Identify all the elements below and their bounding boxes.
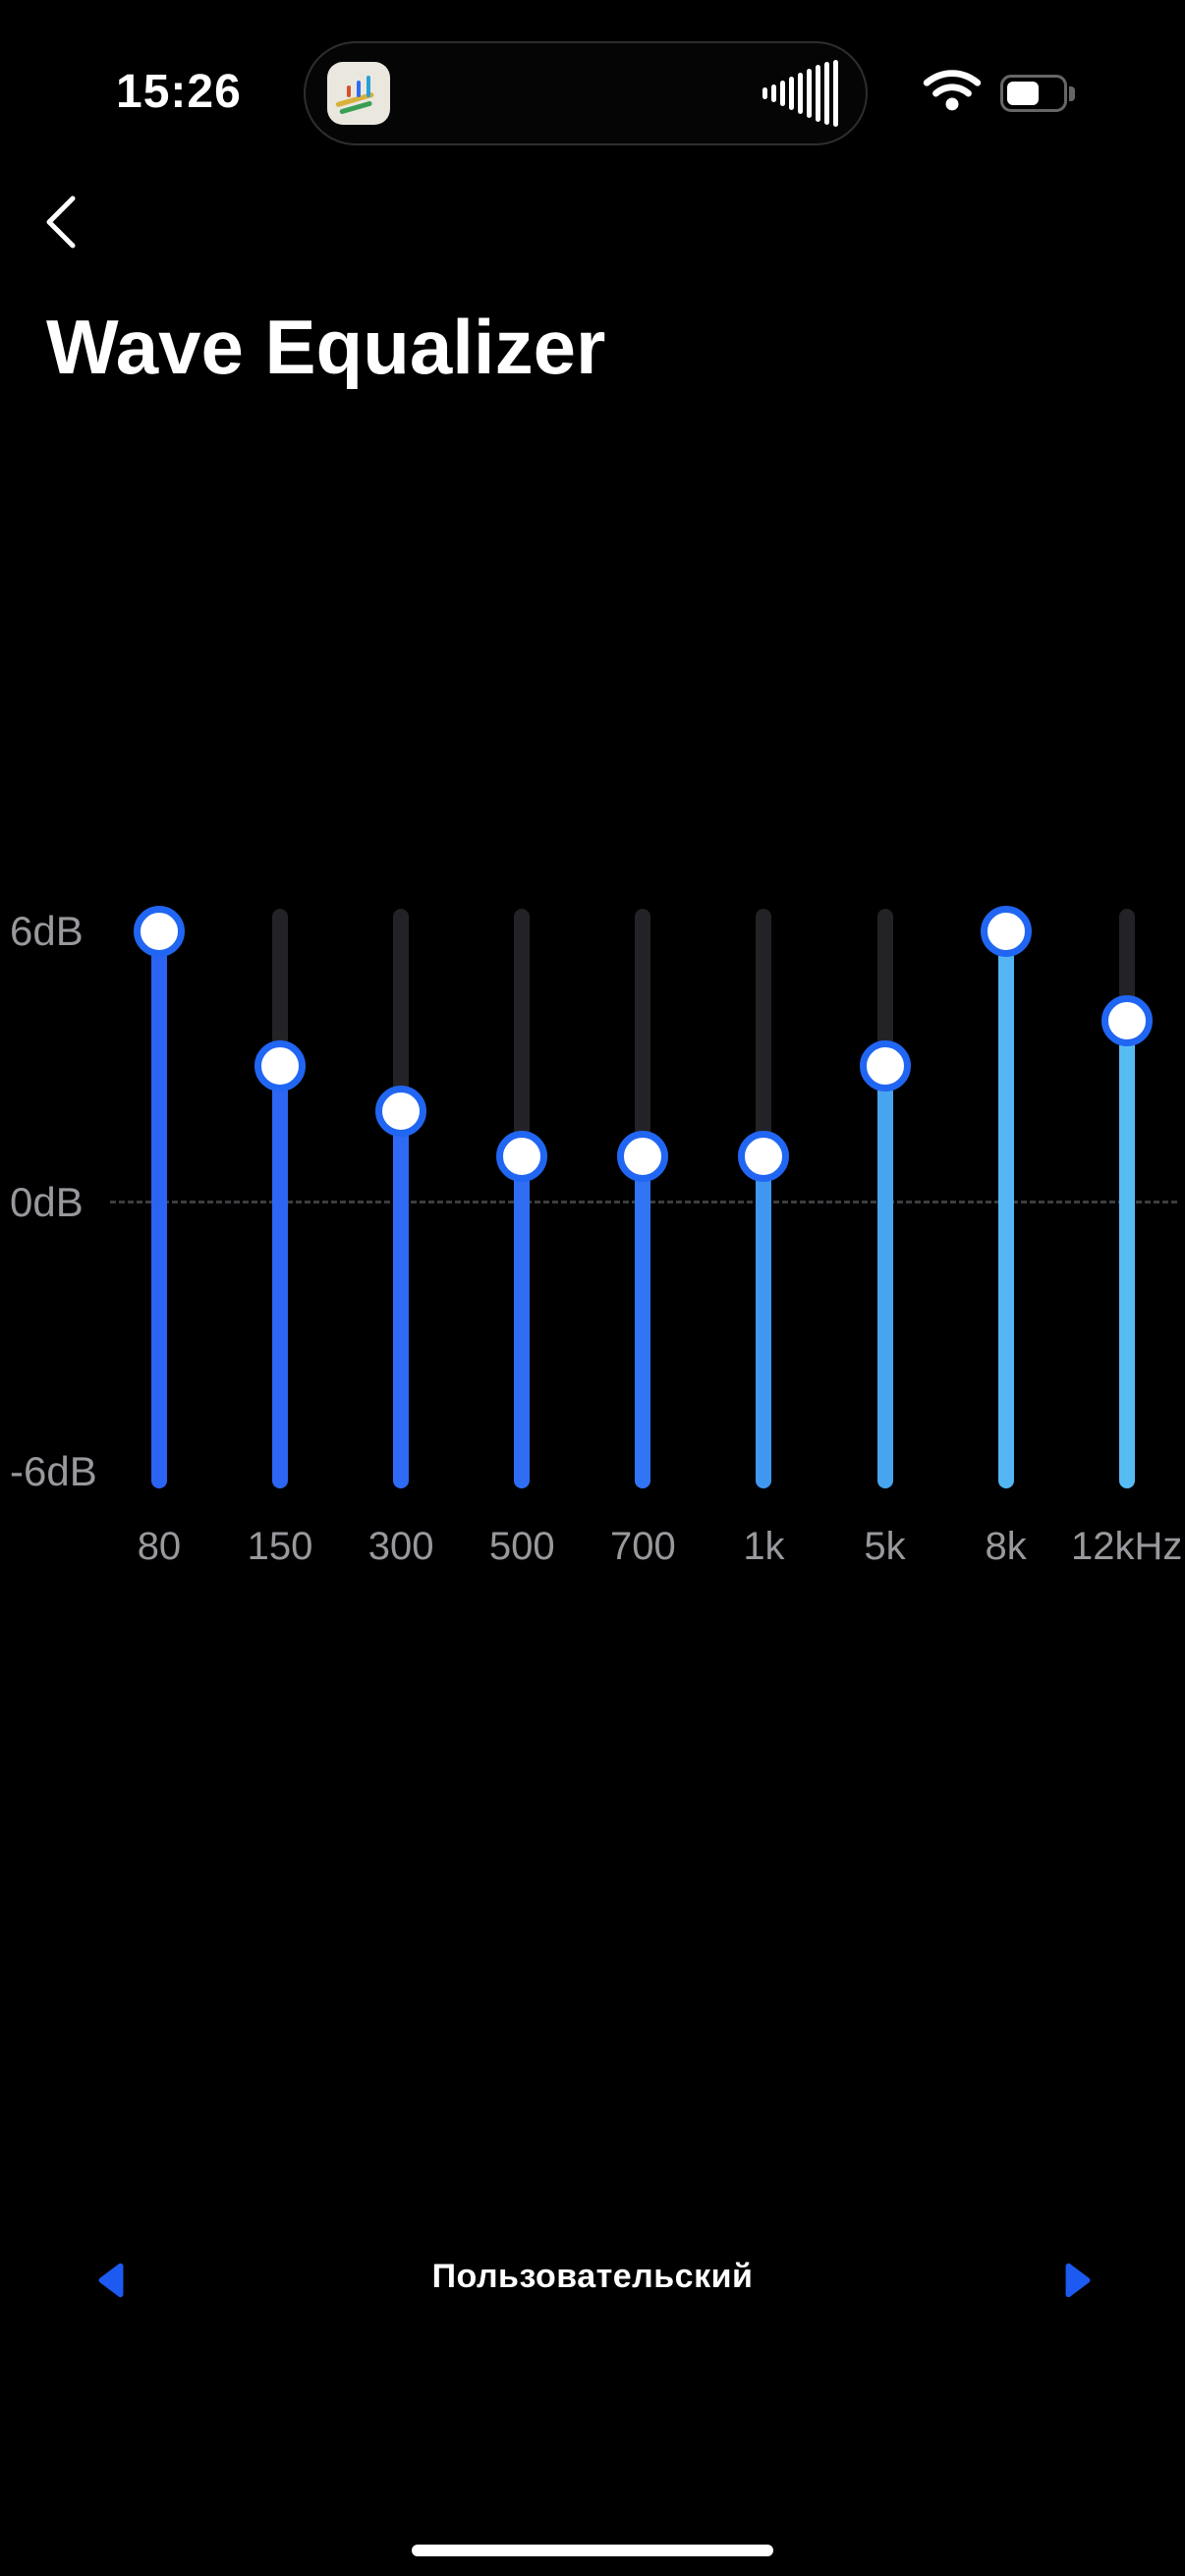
eq-band-500: 500 bbox=[462, 884, 583, 1631]
equalizer-app-icon bbox=[327, 62, 390, 125]
eq-band-150: 150 bbox=[220, 884, 341, 1631]
eq-band-12kHz: 12kHz bbox=[1066, 884, 1185, 1631]
eq-knob[interactable] bbox=[980, 905, 1032, 957]
eq-knob[interactable] bbox=[254, 1040, 307, 1092]
home-indicator[interactable] bbox=[412, 2545, 773, 2556]
db-label-max: 6dB bbox=[10, 908, 84, 954]
eq-fill bbox=[1118, 1021, 1135, 1488]
page-title: Wave Equalizer bbox=[46, 304, 606, 390]
eq-freq-label: 8k bbox=[985, 1525, 1027, 1568]
chevron-left-icon bbox=[46, 196, 76, 249]
eq-fill bbox=[756, 1155, 772, 1488]
status-time: 15:26 bbox=[116, 66, 242, 118]
eq-fill bbox=[272, 1066, 289, 1488]
eq-fill bbox=[393, 1111, 410, 1488]
eq-knob[interactable] bbox=[133, 905, 185, 957]
eq-freq-label: 5k bbox=[864, 1525, 906, 1568]
audio-activity-bars-icon bbox=[762, 60, 838, 127]
previous-preset-button[interactable] bbox=[88, 2258, 134, 2303]
battery-body bbox=[1000, 75, 1067, 112]
eq-knob[interactable] bbox=[738, 1130, 790, 1182]
preset-selector: Пользовательский bbox=[0, 2252, 1185, 2311]
triangle-left-icon bbox=[98, 2263, 124, 2298]
equalizer-panel: 6dB 0dB -6dB 80 150 300 500 700 1k 5k 8k 12kHz bbox=[0, 884, 1185, 1631]
eq-freq-label: 700 bbox=[609, 1525, 676, 1568]
eq-freq-label: 1k bbox=[743, 1525, 785, 1568]
eq-knob[interactable] bbox=[1100, 995, 1153, 1047]
back-button[interactable] bbox=[39, 193, 108, 267]
triangle-right-icon bbox=[1065, 2263, 1091, 2298]
eq-fill bbox=[150, 930, 167, 1488]
eq-fill bbox=[876, 1066, 893, 1488]
next-preset-button[interactable] bbox=[1055, 2258, 1100, 2303]
eq-freq-label: 150 bbox=[247, 1525, 313, 1568]
eq-band-1k: 1k bbox=[704, 884, 824, 1631]
eq-fill bbox=[635, 1155, 651, 1488]
eq-freq-label: 300 bbox=[367, 1525, 434, 1568]
battery-icon bbox=[1000, 75, 1075, 112]
eq-knob[interactable] bbox=[375, 1086, 427, 1137]
eq-fill bbox=[997, 930, 1014, 1488]
wifi-icon bbox=[922, 67, 983, 118]
battery-nub bbox=[1069, 85, 1075, 101]
db-label-zero: 0dB bbox=[10, 1179, 84, 1225]
eq-knob[interactable] bbox=[859, 1040, 911, 1092]
eq-knob[interactable] bbox=[617, 1130, 669, 1182]
eq-band-80: 80 bbox=[98, 884, 219, 1631]
eq-band-8k: 8k bbox=[945, 884, 1066, 1631]
dynamic-island[interactable] bbox=[304, 41, 868, 145]
eq-fill bbox=[514, 1155, 531, 1488]
eq-band-700: 700 bbox=[583, 884, 704, 1631]
eq-freq-label: 500 bbox=[488, 1525, 555, 1568]
eq-band-300: 300 bbox=[341, 884, 462, 1631]
eq-knob[interactable] bbox=[496, 1130, 548, 1182]
battery-fill bbox=[1007, 82, 1040, 105]
eq-freq-label: 80 bbox=[137, 1525, 182, 1568]
db-label-min: -6dB bbox=[10, 1448, 97, 1494]
preset-name: Пользовательский bbox=[431, 2258, 754, 2295]
eq-freq-label: 12kHz bbox=[1071, 1525, 1183, 1568]
eq-band-5k: 5k bbox=[824, 884, 945, 1631]
